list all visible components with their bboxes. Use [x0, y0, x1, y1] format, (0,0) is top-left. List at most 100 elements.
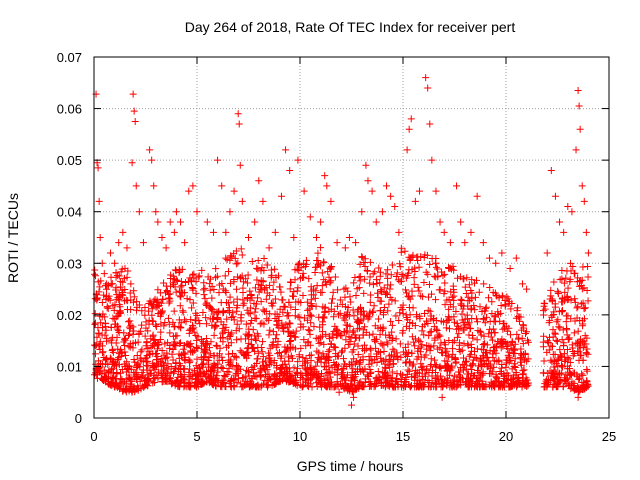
data-point [366, 298, 374, 306]
data-point [168, 350, 176, 358]
data-point [341, 360, 349, 368]
data-point [233, 379, 241, 387]
data-point [111, 259, 119, 267]
data-point [255, 368, 263, 376]
data-point [408, 349, 416, 357]
data-point [432, 187, 440, 195]
data-point [395, 316, 403, 324]
data-point [473, 336, 481, 344]
data-point [351, 373, 359, 381]
data-point [111, 361, 119, 369]
data-point [408, 333, 416, 341]
data-point [505, 358, 513, 366]
data-point [441, 279, 449, 287]
data-point [312, 234, 320, 241]
data-point [148, 156, 156, 164]
data-point [102, 378, 110, 386]
data-point [116, 303, 124, 311]
data-point [244, 279, 252, 287]
data-point [431, 336, 439, 344]
data-point [334, 352, 342, 360]
data-point [380, 284, 388, 292]
data-point [209, 315, 217, 323]
data-point [236, 161, 244, 169]
data-point [330, 383, 338, 391]
data-point [512, 369, 520, 377]
data-point [366, 279, 374, 287]
data-point [445, 264, 453, 272]
data-point [555, 369, 563, 377]
data-point [371, 322, 379, 330]
data-point [154, 286, 162, 294]
data-point [366, 365, 374, 373]
data-point [408, 287, 416, 295]
data-point [267, 273, 275, 281]
data-point [245, 309, 253, 317]
data-point [146, 350, 154, 358]
data-point [428, 254, 436, 262]
data-point [177, 351, 185, 359]
data-point [502, 363, 510, 371]
data-point [360, 258, 368, 266]
data-point [449, 350, 457, 358]
data-point [388, 321, 396, 329]
data-point [467, 340, 475, 348]
data-point [187, 316, 195, 324]
data-point [256, 373, 264, 381]
data-point [566, 370, 574, 378]
data-point [262, 307, 270, 315]
data-point [213, 314, 221, 322]
data-point [109, 314, 117, 322]
data-point [258, 348, 266, 356]
data-point [227, 339, 235, 347]
data-point [100, 270, 108, 278]
data-point [254, 256, 262, 264]
data-point [235, 325, 243, 333]
data-point [579, 371, 587, 379]
data-point [407, 381, 415, 389]
data-point [564, 284, 572, 292]
data-point [380, 341, 388, 349]
data-point [388, 375, 396, 383]
data-point [352, 358, 360, 366]
data-point [341, 316, 349, 324]
data-point [453, 182, 461, 190]
data-point [233, 285, 241, 293]
data-point [170, 307, 178, 315]
y-tick-label: 0.07 [57, 50, 82, 65]
data-point [342, 336, 350, 344]
data-point [436, 218, 444, 226]
data-point [543, 249, 551, 257]
data-point [457, 364, 465, 372]
data-point [132, 182, 140, 190]
data-point [241, 351, 249, 359]
data-point [430, 342, 438, 350]
data-point [103, 304, 111, 312]
data-point [229, 309, 237, 317]
data-point [504, 345, 512, 353]
data-point [177, 283, 185, 291]
data-point [291, 312, 299, 320]
data-point [403, 146, 411, 154]
data-point [169, 318, 177, 326]
data-point [369, 309, 377, 317]
data-point [279, 296, 287, 304]
data-point [306, 327, 314, 335]
data-point [254, 332, 262, 340]
data-point [149, 317, 157, 325]
data-point [286, 285, 294, 293]
data-point [166, 342, 174, 350]
data-point [188, 304, 196, 312]
data-point [282, 146, 290, 154]
data-point [582, 349, 590, 357]
data-point [251, 284, 259, 292]
data-point [277, 363, 285, 371]
data-point [421, 310, 429, 318]
data-point [407, 373, 415, 381]
data-point [207, 367, 215, 375]
plot-frame [93, 56, 610, 419]
x-tick-label: 0 [90, 429, 97, 444]
data-point [195, 272, 203, 280]
data-point [437, 364, 445, 372]
data-point [384, 307, 392, 315]
